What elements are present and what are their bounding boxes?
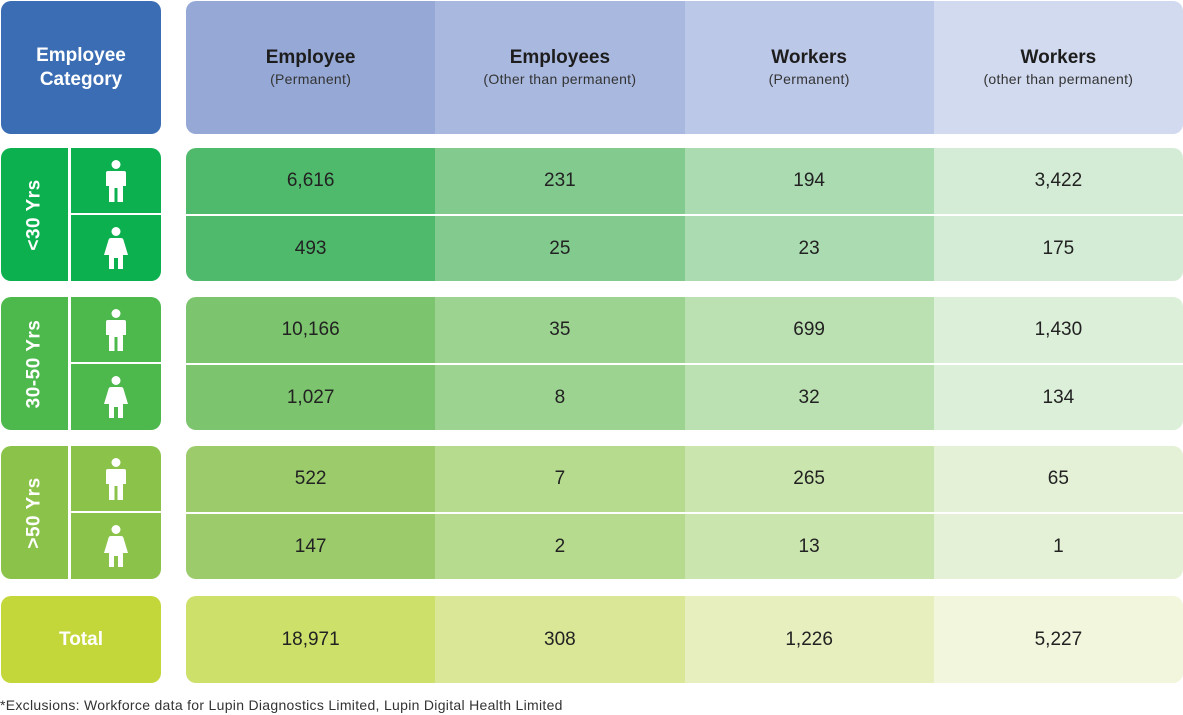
female-cell	[71, 215, 161, 280]
age-group-30-50: 30-50 Yrs	[1, 297, 161, 430]
female-icon	[104, 226, 128, 269]
data-block-30-50: 10,166 35 699 1,430 1,027 8 32 134	[186, 297, 1183, 430]
age-group-over-50: >50 Yrs	[1, 446, 161, 579]
data-cell: 175	[933, 216, 1183, 281]
category-header-line1: Employee	[36, 44, 126, 66]
data-cell: 231	[435, 148, 685, 214]
total-label-cell: Total	[1, 596, 161, 683]
category-header-line2: Category	[39, 68, 123, 90]
column-header-employees-other: Employees (Other than permanent)	[435, 1, 685, 134]
divider	[68, 446, 71, 579]
data-cell: 23	[684, 216, 934, 281]
male-cell	[71, 148, 161, 213]
column-header-subtitle: (other than permanent)	[983, 71, 1134, 87]
data-cell: 6,616	[186, 148, 436, 214]
column-header-row: Employee (Permanent) Employees (Other th…	[186, 1, 1183, 134]
age-label: 30-50 Yrs	[23, 319, 45, 408]
divider	[68, 148, 71, 281]
age-label-cell: >50 Yrs	[1, 446, 68, 579]
data-cell: 35	[435, 297, 685, 363]
data-cell: 522	[186, 446, 436, 512]
total-row: 18,971 308 1,226 5,227	[186, 596, 1183, 683]
data-cell: 10,166	[186, 297, 436, 363]
female-icon	[104, 375, 128, 418]
data-cell: 1	[933, 514, 1183, 579]
column-header-workers-permanent: Workers (Permanent)	[684, 1, 934, 134]
divider	[71, 213, 161, 215]
data-cell: 147	[186, 514, 436, 579]
data-cell: 65	[933, 446, 1183, 512]
table-row: 147 2 13 1	[186, 512, 1183, 579]
data-cell: 1,027	[186, 365, 436, 430]
column-header-employee-permanent: Employee (Permanent)	[186, 1, 436, 134]
table-row: 1,027 8 32 134	[186, 363, 1183, 430]
male-cell	[71, 446, 161, 511]
total-cell: 1,226	[684, 596, 934, 683]
total-cell: 18,971	[186, 596, 436, 683]
data-block-under-30: 6,616 231 194 3,422 493 25 23 175	[186, 148, 1183, 281]
data-cell: 194	[684, 148, 934, 214]
total-cell: 5,227	[933, 596, 1183, 683]
column-header-subtitle: (Permanent)	[768, 71, 850, 87]
column-header-title: Employee	[265, 47, 356, 68]
age-label-cell: 30-50 Yrs	[1, 297, 68, 430]
male-icon	[106, 159, 126, 202]
age-group-under-30: <30 Yrs	[1, 148, 161, 281]
age-label: <30 Yrs	[23, 178, 45, 251]
column-header-title: Workers	[771, 47, 847, 68]
data-cell: 699	[684, 297, 934, 363]
male-cell	[71, 297, 161, 362]
table-row: 6,616 231 194 3,422	[186, 148, 1183, 214]
column-header-subtitle: (Permanent)	[270, 71, 352, 87]
table-row: 10,166 35 699 1,430	[186, 297, 1183, 363]
data-cell: 3,422	[933, 148, 1183, 214]
data-block-over-50: 522 7 265 65 147 2 13 1	[186, 446, 1183, 579]
data-cell: 8	[435, 365, 685, 430]
table-row: 493 25 23 175	[186, 214, 1183, 281]
male-icon	[106, 457, 126, 500]
data-cell: 265	[684, 446, 934, 512]
employee-category-header: Employee Category	[1, 1, 161, 134]
data-cell: 7	[435, 446, 685, 512]
column-header-subtitle: (Other than permanent)	[483, 71, 637, 87]
male-icon	[106, 308, 126, 351]
divider	[68, 297, 71, 430]
total-cell: 308	[435, 596, 685, 683]
female-icon	[104, 524, 128, 567]
footnote: *Exclusions: Workforce data for Lupin Di…	[0, 697, 563, 713]
divider	[71, 362, 161, 364]
data-cell: 13	[684, 514, 934, 579]
data-cell: 25	[435, 216, 685, 281]
data-cell: 493	[186, 216, 436, 281]
female-cell	[71, 513, 161, 578]
data-cell: 32	[684, 365, 934, 430]
column-header-workers-other: Workers (other than permanent)	[933, 1, 1183, 134]
age-label-cell: <30 Yrs	[1, 148, 68, 281]
table-row: 522 7 265 65	[186, 446, 1183, 512]
female-cell	[71, 364, 161, 429]
data-cell: 1,430	[933, 297, 1183, 363]
total-label: Total	[59, 628, 103, 650]
age-label: >50 Yrs	[23, 476, 45, 549]
data-cell: 134	[933, 365, 1183, 430]
column-header-title: Workers	[1020, 47, 1097, 68]
data-cell: 2	[435, 514, 685, 579]
divider	[71, 511, 161, 513]
column-header-title: Employees	[509, 47, 611, 68]
